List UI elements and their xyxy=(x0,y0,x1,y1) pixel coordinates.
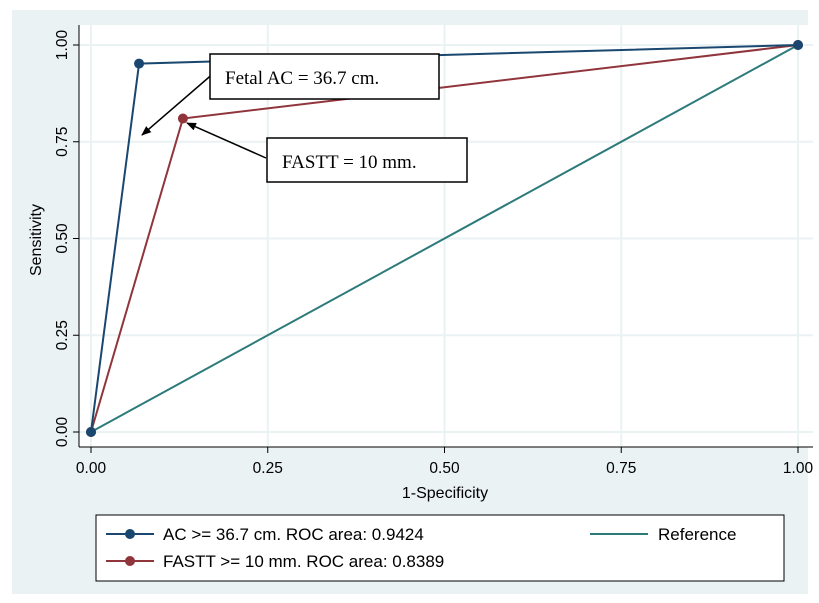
annotation-box-ac xyxy=(209,53,440,100)
y-tick-label: 0.00 xyxy=(54,417,71,448)
y-tick-label: 0.25 xyxy=(54,320,71,350)
y-tick-label: 0.75 xyxy=(54,127,71,157)
annotation-arrow-ac xyxy=(141,71,216,136)
y-tick-label: 1.00 xyxy=(54,30,71,61)
annotation-fastt-text: FASTT = 10 mm. xyxy=(282,152,417,173)
data-point-ac xyxy=(134,58,145,69)
data-point-fastt xyxy=(177,113,188,124)
x-tick-label: 0.50 xyxy=(429,460,460,477)
legend-label-reference: Reference xyxy=(658,525,736,544)
x-tick-label: 0.25 xyxy=(253,460,283,477)
x-tick-label: 0.00 xyxy=(76,460,107,477)
legend-label-fastt: FASTT >= 10 mm. ROC area: 0.8389 xyxy=(163,552,444,571)
series-line-reference xyxy=(90,44,799,433)
x-tick-label: 1.00 xyxy=(783,460,814,477)
legend-box xyxy=(95,514,785,582)
annotation-arrow-fastt xyxy=(186,122,267,159)
legend: AC >= 36.7 cm. ROC area: 0.9424 FASTT >=… xyxy=(95,514,785,582)
legend-label-ac: AC >= 36.7 cm. ROC area: 0.9424 xyxy=(163,525,424,544)
data-point-ac xyxy=(86,427,96,437)
data-point-ac xyxy=(793,40,803,50)
plot-area xyxy=(79,25,813,447)
y-tick-label: 0.50 xyxy=(54,223,71,254)
legend-marker-ac xyxy=(125,529,135,539)
legend-marker-fastt xyxy=(125,556,135,566)
annotation-box-fastt xyxy=(266,137,468,183)
x-tick-label: 0.75 xyxy=(606,460,636,477)
annotation-ac-text: Fetal AC = 36.7 cm. xyxy=(225,68,379,89)
x-axis-title: 1-Specificity xyxy=(402,485,488,502)
y-axis-title: Sensitivity xyxy=(28,204,45,276)
